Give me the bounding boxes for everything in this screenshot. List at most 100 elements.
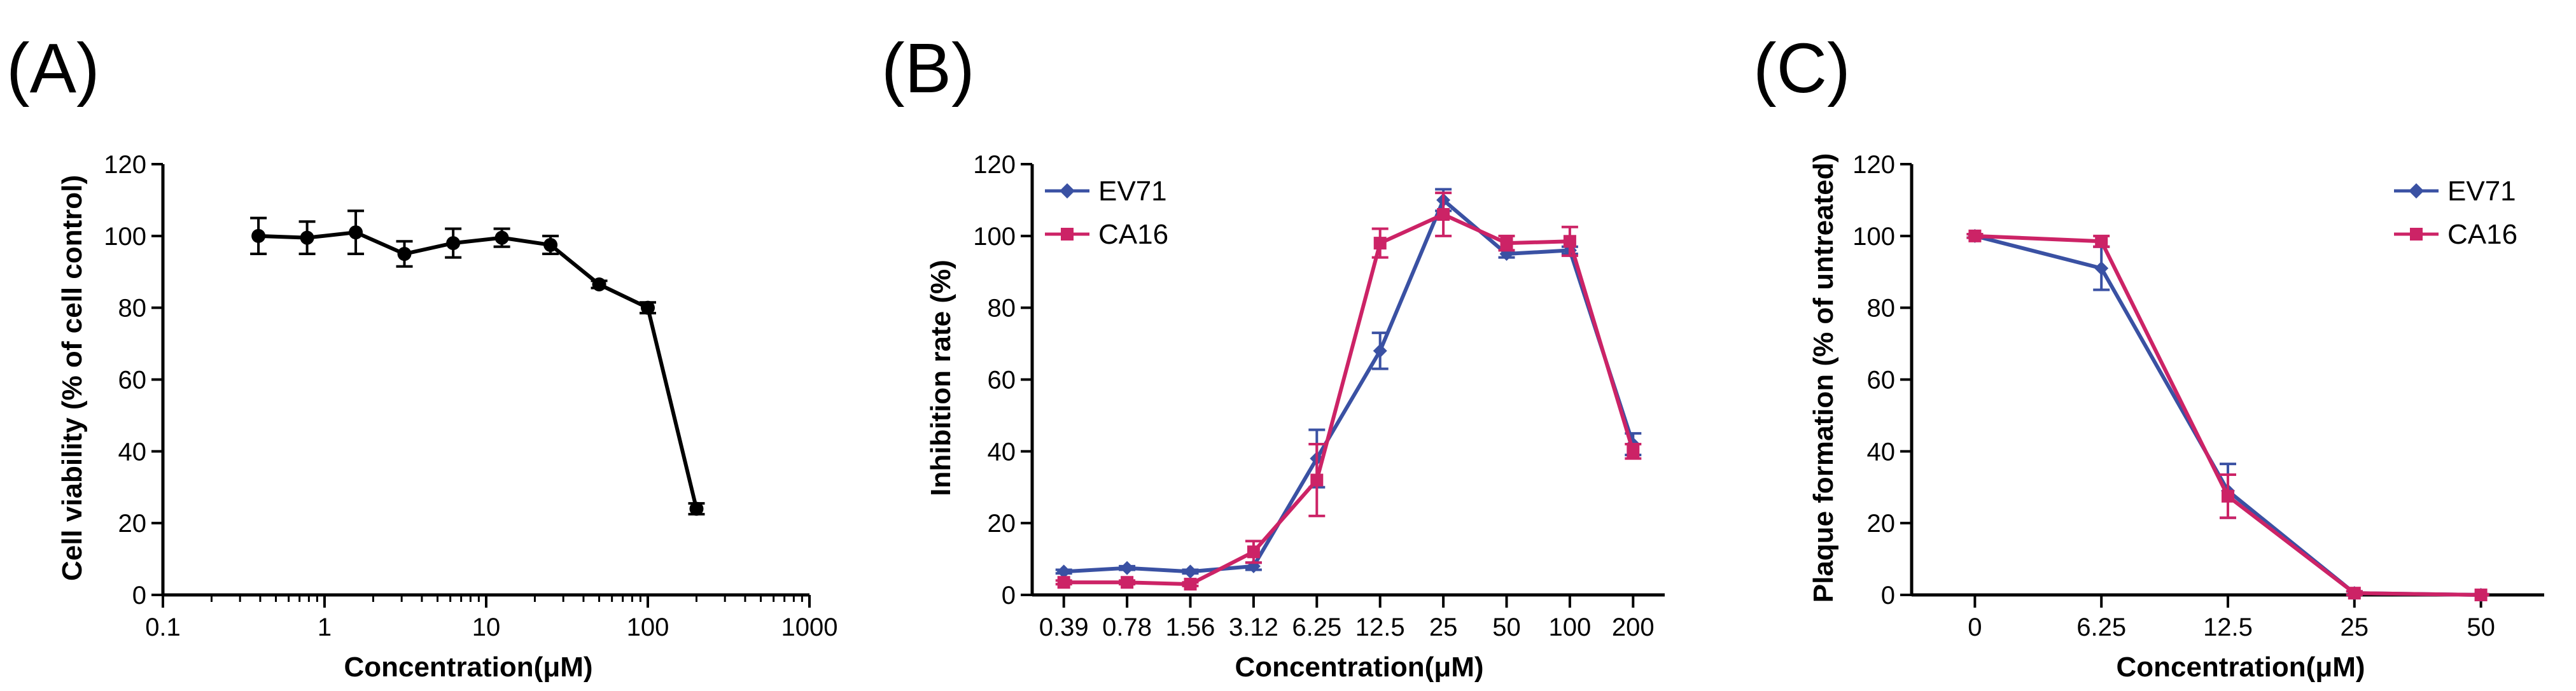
panel-c-legend: EV71 CA16 [2394,176,2517,250]
panel-c-series-ca16-line [1975,234,2481,597]
panel-b-y-axis-label: Inhibition rate (%) [925,260,956,496]
panel-c-y-axis-label: Plaque formation (% of untreated) [1808,153,1839,603]
panel-b-series-ca16-point [1563,235,1576,248]
panel-c-x-tick-label: 25 [2341,613,2369,641]
panel-c-series-ev71-point [2094,261,2109,276]
panel-c-x-tick-label: 6.25 [2076,613,2126,641]
panel-c-series-ev71-line [1974,234,2481,597]
panel-c-y-tick-label: 20 [1867,510,1896,538]
panel-b-y-tick-label: 0 [1002,582,1016,610]
panel-a-x-tick-label: 1 [318,613,332,641]
panel-b-series-ca16-point [1121,576,1134,589]
panel-b-legend-ev71-marker [1060,183,1075,199]
panel-c-y-tick-label: 40 [1867,438,1896,466]
panel-a: (A) 0 20 40 60 80 100 120 0.1 1 10 100 1000 Concent… [6,29,837,683]
panel-c-y-tick-label: 120 [1852,151,1895,179]
panel-a-label: (A) [6,29,100,108]
panel-a-series-viability-point [592,277,606,291]
panel-c-plot: 0 20 40 60 80 100 120 0 6.25 12.5 25 50 [1852,151,2544,641]
panel-b-x-tick-label: 200 [1612,613,1655,641]
panel-c-y-tick-label: 80 [1867,295,1896,323]
panel-c: (C) 0 20 40 60 80 100 120 0 6.25 12.5 25 50 Concent… [1753,29,2544,683]
panel-c-legend-ev71-label: EV71 [2447,176,2516,207]
panel-a-series-viability-point [446,236,461,251]
panel-b-series-ca16-point [1184,578,1197,591]
panel-a-series-viability-point [641,300,655,315]
panel-b-series-ev71-point [1120,561,1135,575]
panel-b-x-tick-label: 0.78 [1102,613,1152,641]
panel-a-y-tick-label: 60 [118,366,147,394]
panel-c-legend-ev71-marker [2409,183,2424,199]
panel-a-y-axis-label: Cell viability (% of cell control) [57,175,88,581]
panel-a-series-viability-line [258,230,699,510]
panel-c-x-tick-label: 0 [1968,613,1982,641]
panel-b-series-ca16-point [1373,237,1387,250]
panel-a-y-tick-label: 100 [104,223,146,251]
panel-b-series-ca16-point [1437,207,1450,221]
panel-b-x-tick-label: 1.56 [1166,613,1215,641]
panel-a-y-tick-label: 20 [118,510,147,538]
panel-b-y-tick-label: 80 [988,295,1016,323]
panel-a-series-viability-point [397,247,412,262]
panel-c-y-tick-label: 100 [1852,223,1895,251]
panel-a-x-tick-label: 1000 [781,613,838,641]
panel-a-series-viability-point [689,501,704,516]
panel-c-y-tick-label: 0 [1881,582,1895,610]
panel-a-series-viability-point [251,228,266,243]
panel-b-series-ca16-point [1500,237,1513,250]
panel-b-series-ca16-point [1247,545,1260,559]
panel-a-x-tick-label: 0.1 [145,613,181,641]
panel-b-x-tick-label: 6.25 [1292,613,1341,641]
panel-b-series-ca16-point [1057,576,1070,589]
panel-a-series-viability-point [543,237,558,252]
panel-a-y-tick-label: 40 [118,438,147,466]
panel-b-x-tick-label: 0.39 [1039,613,1089,641]
panel-c-label: (C) [1753,29,1851,108]
panel-b-x-tick-label: 100 [1549,613,1592,641]
panel-b-legend-ca16-label: CA16 [1098,219,1168,250]
panel-b-legend: EV71 CA16 [1045,176,1168,250]
panel-b-x-tick-label: 3.12 [1229,613,1278,641]
panel-a-series-viability-point [300,230,314,245]
panel-c-x-axis-label: Concentration(μM) [2116,652,2365,683]
panel-a-series-viability-point [349,225,363,240]
panel-a-series-viability-point [494,230,509,245]
panel-b-series-ev71-point [1183,564,1198,579]
panel-b-series-ca16-point [1627,445,1640,458]
panel-b-series-ca16-line [1063,212,1635,587]
panel-b-label: (B) [881,29,975,108]
panel-c-x-tick-label: 12.5 [2203,613,2253,641]
panel-b-y-tick-label: 120 [973,151,1016,179]
panel-a-y-tick-label: 120 [104,151,146,179]
panel-a-plot: 0 20 40 60 80 100 120 0.1 1 10 100 1000 [104,151,837,641]
panel-b-x-axis-label: Concentration(μM) [1235,652,1483,683]
panel-c-legend-ca16-label: CA16 [2447,219,2517,250]
panel-c-series-ca16-point [2348,587,2361,600]
panel-b-series-ca16-point [1310,473,1324,487]
panel-c-series-ca16-point [2222,489,2234,503]
panel-c-series-ca16-point [1968,229,1982,242]
panel-a-y-tick-label: 80 [118,295,147,323]
panel-b-series-ev71-line [1063,198,1635,574]
panel-b-y-tick-label: 40 [988,438,1016,466]
panel-b-x-tick-label: 50 [1492,613,1521,641]
panel-b-x-tick-label: 12.5 [1355,613,1405,641]
panel-b-legend-ca16-marker [1061,228,1074,241]
panel-c-y-tick-label: 60 [1867,366,1896,394]
panel-b-plot: 0 20 40 60 80 100 120 0.39 0.78 1.56 3.12 6.25 12.5 2… [973,151,1665,641]
panel-b-y-tick-label: 60 [988,366,1016,394]
panel-b-y-tick-label: 100 [973,223,1016,251]
panel-b-series-ev71-point [1056,564,1071,579]
panel-a-y-tick-label: 0 [132,582,146,610]
panel-b-y-tick-label: 20 [988,510,1016,538]
panel-a-x-axis-label: Concentration(μM) [344,652,592,683]
panel-b-series-ev71-point [1373,344,1387,358]
panel-b: (B) 0 20 40 60 80 100 120 0.39 0.78 1.56 3.12 6.25 1… [881,29,1665,683]
panel-c-x-tick-label: 50 [2467,613,2495,641]
panel-a-x-tick-label: 100 [627,613,669,641]
panel-c-series-ca16-point [2474,589,2488,601]
panel-b-legend-ev71-label: EV71 [1098,176,1167,207]
panel-c-series-ca16-point [2095,235,2108,248]
panel-c-legend-ca16-marker [2410,228,2423,241]
